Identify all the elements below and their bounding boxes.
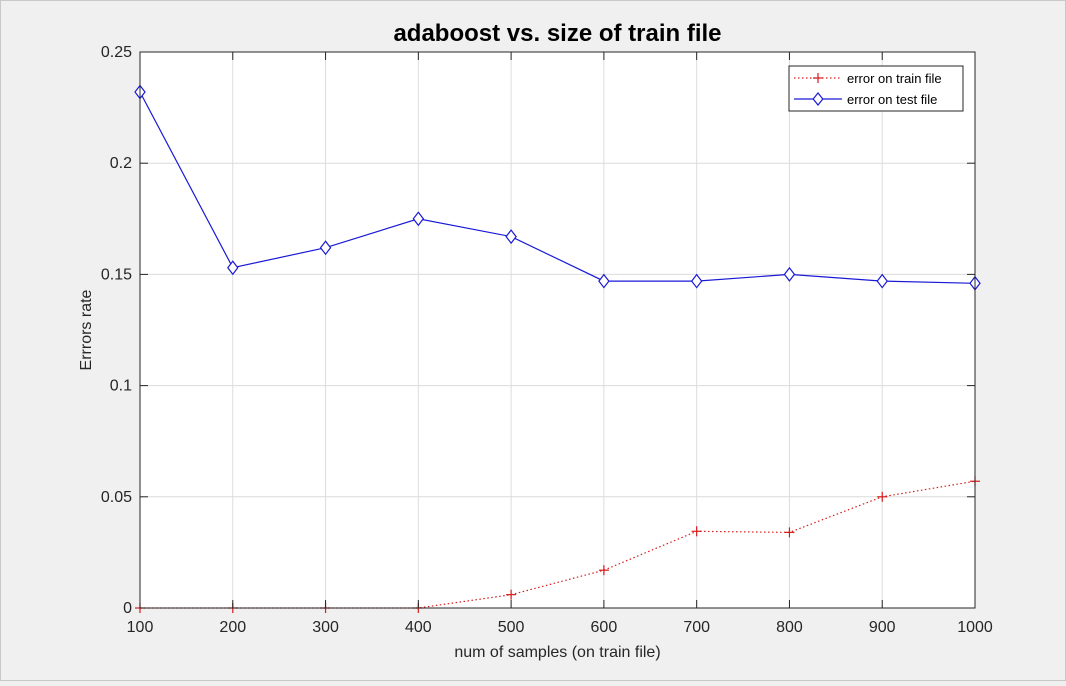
series-2-point-2: [227, 260, 239, 276]
y-tick-label: 0.15: [101, 266, 132, 283]
y-tick-label: 0.1: [110, 378, 132, 395]
x-tick-label: 700: [683, 619, 710, 636]
series-2-point-7: [690, 273, 703, 289]
legend: error on train file error on test file: [788, 65, 964, 112]
series-2-point-5: [505, 229, 517, 245]
series-2: [134, 84, 981, 291]
plot-area: [140, 52, 975, 608]
axes-box: [139, 51, 976, 609]
legend-label-2: error on test file: [847, 92, 937, 107]
series-1-line: [140, 480, 976, 609]
series-2-point-4: [412, 211, 425, 227]
x-tick-label: 800: [776, 619, 803, 636]
x-tick-label: 400: [405, 619, 432, 636]
ticks: 100 200 300 400 500 600 700 800 900 1000 0 0.05 0.1 0…: [101, 44, 993, 636]
legend-marker-1: [813, 73, 823, 83]
series-1-point-8: [784, 527, 795, 538]
x-tick-label: 600: [591, 619, 618, 636]
y-tick-label: 0: [123, 600, 132, 617]
x-tick-label: 900: [869, 619, 896, 636]
x-axis-label: num of samples (on train file): [454, 644, 660, 661]
y-tick-label: 0.05: [101, 489, 132, 506]
chart-title: adaboost vs. size of train file: [393, 20, 721, 47]
x-tick-label: 100: [127, 619, 154, 636]
x-tick-label: 300: [312, 619, 339, 636]
legend-label-1: error on train file: [847, 71, 942, 86]
series-2-point-3: [319, 240, 332, 256]
series-2-line: [139, 91, 976, 284]
y-tick-label: 0.2: [110, 155, 132, 172]
y-axis-label: Errrors rate: [78, 289, 95, 370]
series-1-point-5: [506, 589, 517, 600]
series-2-point-6: [598, 273, 610, 289]
y-tick-label: 0.25: [101, 44, 132, 61]
x-tick-label: 1000: [957, 619, 993, 636]
series-1-point-7: [691, 526, 702, 537]
x-tick-label: 200: [219, 619, 246, 636]
series-2-point-8: [783, 266, 796, 282]
series-2-point-9: [876, 273, 888, 289]
x-tick-label: 500: [498, 619, 525, 636]
series-1-point-9: [877, 491, 888, 502]
series-1-point-6: [598, 565, 609, 576]
legend-marker-2: [812, 92, 824, 106]
